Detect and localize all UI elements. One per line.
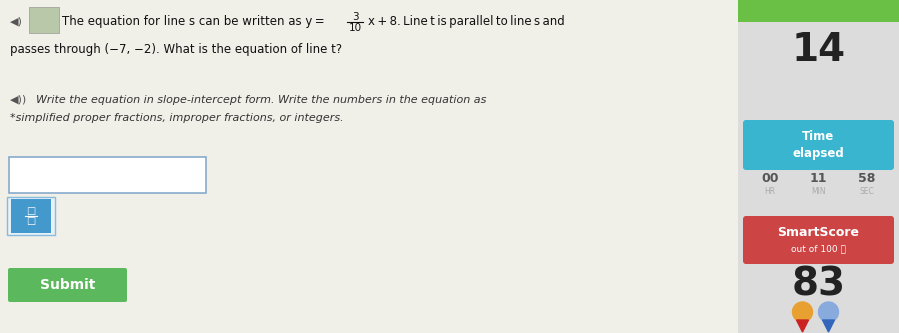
Text: x + 8. Line t is parallel to line s and: x + 8. Line t is parallel to line s and: [368, 16, 565, 29]
Text: ◀): ◀): [10, 17, 22, 27]
Text: ◀)): ◀)): [10, 95, 27, 105]
Text: SmartScore: SmartScore: [778, 226, 859, 239]
Text: out of 100 ⓘ: out of 100 ⓘ: [791, 244, 846, 253]
Circle shape: [818, 302, 839, 322]
Text: 10: 10: [349, 23, 361, 33]
FancyBboxPatch shape: [738, 0, 899, 333]
Text: SEC: SEC: [859, 186, 874, 195]
Text: *simplified proper fractions, improper fractions, or integers.: *simplified proper fractions, improper f…: [10, 113, 343, 123]
Text: 3: 3: [352, 12, 359, 22]
Polygon shape: [823, 320, 834, 332]
FancyBboxPatch shape: [11, 199, 51, 233]
Circle shape: [793, 302, 813, 322]
Text: 83: 83: [791, 266, 846, 304]
Text: 11: 11: [810, 172, 827, 185]
FancyBboxPatch shape: [7, 197, 55, 235]
Text: HR: HR: [765, 186, 776, 195]
Text: 58: 58: [859, 172, 876, 185]
FancyBboxPatch shape: [743, 216, 894, 264]
FancyBboxPatch shape: [9, 157, 206, 193]
FancyBboxPatch shape: [738, 0, 899, 22]
Text: 14: 14: [791, 31, 846, 69]
Text: □: □: [26, 206, 36, 216]
Text: The equation for line s can be written as y =: The equation for line s can be written a…: [62, 16, 327, 29]
Text: Time
elapsed: Time elapsed: [793, 131, 844, 160]
Text: passes through (−7, −2). What is the equation of line t?: passes through (−7, −2). What is the equ…: [10, 44, 343, 57]
Text: MIN: MIN: [811, 186, 826, 195]
Text: □: □: [26, 216, 36, 226]
Text: Submit: Submit: [40, 278, 95, 292]
FancyBboxPatch shape: [29, 7, 59, 33]
FancyBboxPatch shape: [8, 268, 127, 302]
FancyBboxPatch shape: [0, 0, 738, 333]
Text: 00: 00: [761, 172, 779, 185]
Text: Write the equation in slope-intercept form. Write the numbers in the equation as: Write the equation in slope-intercept fo…: [36, 95, 486, 105]
Polygon shape: [797, 320, 808, 332]
FancyBboxPatch shape: [743, 120, 894, 170]
